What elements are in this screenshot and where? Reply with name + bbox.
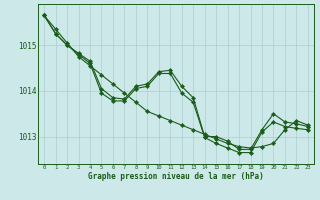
X-axis label: Graphe pression niveau de la mer (hPa): Graphe pression niveau de la mer (hPa) (88, 172, 264, 181)
